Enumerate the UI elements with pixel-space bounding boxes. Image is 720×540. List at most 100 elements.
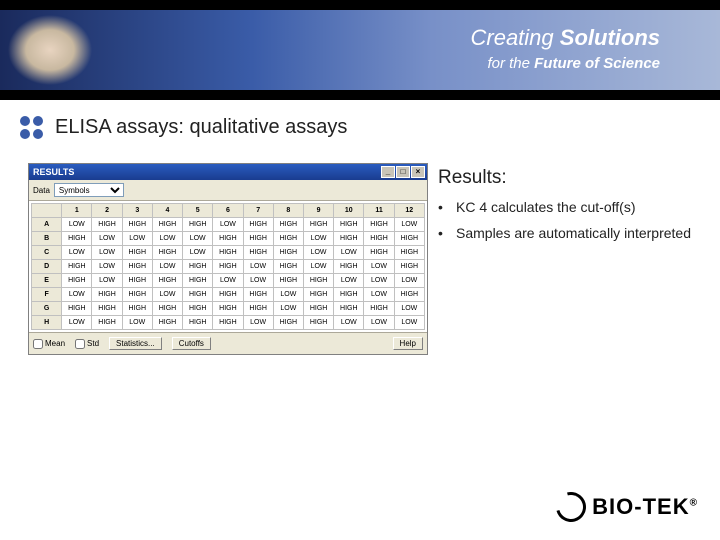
column-header: 6 (213, 204, 243, 218)
plate-cell: LOW (303, 260, 333, 274)
table-row: GHIGHHIGHHIGHHIGHHIGHHIGHHIGHLOWHIGHHIGH… (32, 302, 425, 316)
window-toolbar: Data Symbols (29, 180, 427, 201)
plate-cell: LOW (364, 288, 394, 302)
plate-cell: HIGH (92, 316, 122, 330)
plate-cell: LOW (92, 274, 122, 288)
plate-cell: LOW (183, 246, 213, 260)
results-window: RESULTS _ □ × Data Symbols 1234567891011… (28, 163, 428, 355)
column-header: 11 (364, 204, 394, 218)
plate-cell: HIGH (303, 302, 333, 316)
plate-cell: HIGH (152, 246, 182, 260)
plate-cell: LOW (334, 246, 364, 260)
plate-cell: LOW (152, 288, 182, 302)
logo-text: BIO-TEK® (592, 494, 698, 520)
row-header: D (32, 260, 62, 274)
plate-cell: HIGH (243, 218, 273, 232)
row-header: B (32, 232, 62, 246)
help-button[interactable]: Help (393, 337, 423, 350)
plate-cell: HIGH (122, 246, 152, 260)
plate-cell: HIGH (183, 218, 213, 232)
table-row: HLOWHIGHLOWHIGHHIGHHIGHLOWHIGHHIGHLOWLOW… (32, 316, 425, 330)
plate-cell: LOW (152, 232, 182, 246)
banner-line2-prefix: for the (487, 55, 534, 72)
column-header: 9 (303, 204, 333, 218)
column-header: 3 (122, 204, 152, 218)
statistics-button[interactable]: Statistics... (109, 337, 162, 350)
plate-cell: LOW (394, 218, 424, 232)
plate-cell: LOW (122, 232, 152, 246)
plate-cell: HIGH (273, 260, 303, 274)
column-header: 2 (92, 204, 122, 218)
row-header: A (32, 218, 62, 232)
plate-cell: HIGH (213, 288, 243, 302)
plate-cell: LOW (334, 274, 364, 288)
banner-line2: for the Future of Science (471, 55, 661, 72)
close-button[interactable]: × (411, 166, 425, 178)
plate-cell: HIGH (273, 274, 303, 288)
column-header: 12 (394, 204, 424, 218)
plate-cell: HIGH (183, 274, 213, 288)
results-bullet-list: KC 4 calculates the cut-off(s) Samples ar… (438, 199, 710, 242)
column-header: 7 (243, 204, 273, 218)
column-header: 4 (152, 204, 182, 218)
plate-cell: HIGH (152, 302, 182, 316)
plate-cell: HIGH (152, 274, 182, 288)
minimize-button[interactable]: _ (381, 166, 395, 178)
mean-checkbox[interactable] (33, 339, 43, 349)
plate-cell: HIGH (303, 274, 333, 288)
plate-cell: HIGH (364, 218, 394, 232)
plate-cell: HIGH (152, 218, 182, 232)
bullet-item: KC 4 calculates the cut-off(s) (438, 199, 710, 217)
table-row: DHIGHLOWHIGHLOWHIGHHIGHLOWHIGHLOWHIGHLOW… (32, 260, 425, 274)
row-header: E (32, 274, 62, 288)
header-banner: Creating Solutions for the Future of Sci… (0, 0, 720, 100)
plate-cell: HIGH (122, 288, 152, 302)
plate-cell: HIGH (243, 232, 273, 246)
bullet-item: Samples are automatically interpreted (438, 225, 710, 243)
table-row: FLOWHIGHHIGHLOWHIGHHIGHHIGHLOWHIGHHIGHLO… (32, 288, 425, 302)
banner-line1: Creating Solutions (471, 25, 661, 51)
plate-cell: LOW (273, 302, 303, 316)
mean-checkbox-label[interactable]: Mean (33, 339, 65, 349)
plate-cell: LOW (213, 218, 243, 232)
plate-cell: HIGH (273, 246, 303, 260)
corner-cell (32, 204, 62, 218)
slide-title: ELISA assays: qualitative assays (55, 116, 347, 139)
logo-registered: ® (690, 498, 698, 509)
plate-cell: HIGH (364, 246, 394, 260)
plate-cell: LOW (243, 316, 273, 330)
plate-cell: HIGH (213, 246, 243, 260)
plate-table: 123456789101112 ALOWHIGHHIGHHIGHHIGHLOWH… (31, 203, 425, 330)
plate-cell: HIGH (303, 218, 333, 232)
std-text: Std (87, 339, 99, 348)
banner-face-graphic (0, 10, 130, 90)
results-heading: Results: (438, 167, 710, 189)
maximize-button[interactable]: □ (396, 166, 410, 178)
plate-cell: HIGH (273, 232, 303, 246)
plate-cell: LOW (394, 316, 424, 330)
banner-line2-bold: Future of Science (534, 55, 660, 72)
plate-cell: HIGH (122, 274, 152, 288)
data-select[interactable]: Symbols (54, 183, 124, 197)
plate-cell: HIGH (213, 260, 243, 274)
plate-cell: HIGH (334, 302, 364, 316)
data-label: Data (33, 186, 50, 195)
table-row: CLOWLOWHIGHHIGHLOWHIGHHIGHHIGHLOWLOWHIGH… (32, 246, 425, 260)
window-bottom-bar: Mean Std Statistics... Cutoffs Help (29, 332, 427, 354)
plate-cell: HIGH (183, 302, 213, 316)
plate-cell: LOW (394, 274, 424, 288)
plate-cell: LOW (303, 246, 333, 260)
plate-cell: HIGH (273, 218, 303, 232)
logo-swirl-icon (551, 487, 592, 528)
title-row: ELISA assays: qualitative assays (0, 100, 720, 149)
cutoffs-button[interactable]: Cutoffs (172, 337, 211, 350)
plate-cell: HIGH (394, 232, 424, 246)
std-checkbox[interactable] (75, 339, 85, 349)
plate-cell: LOW (92, 246, 122, 260)
plate-cell: HIGH (152, 316, 182, 330)
plate-cell: HIGH (273, 316, 303, 330)
plate-cell: HIGH (122, 260, 152, 274)
std-checkbox-label[interactable]: Std (75, 339, 99, 349)
plate-cell: HIGH (334, 218, 364, 232)
plate-cell: HIGH (183, 316, 213, 330)
